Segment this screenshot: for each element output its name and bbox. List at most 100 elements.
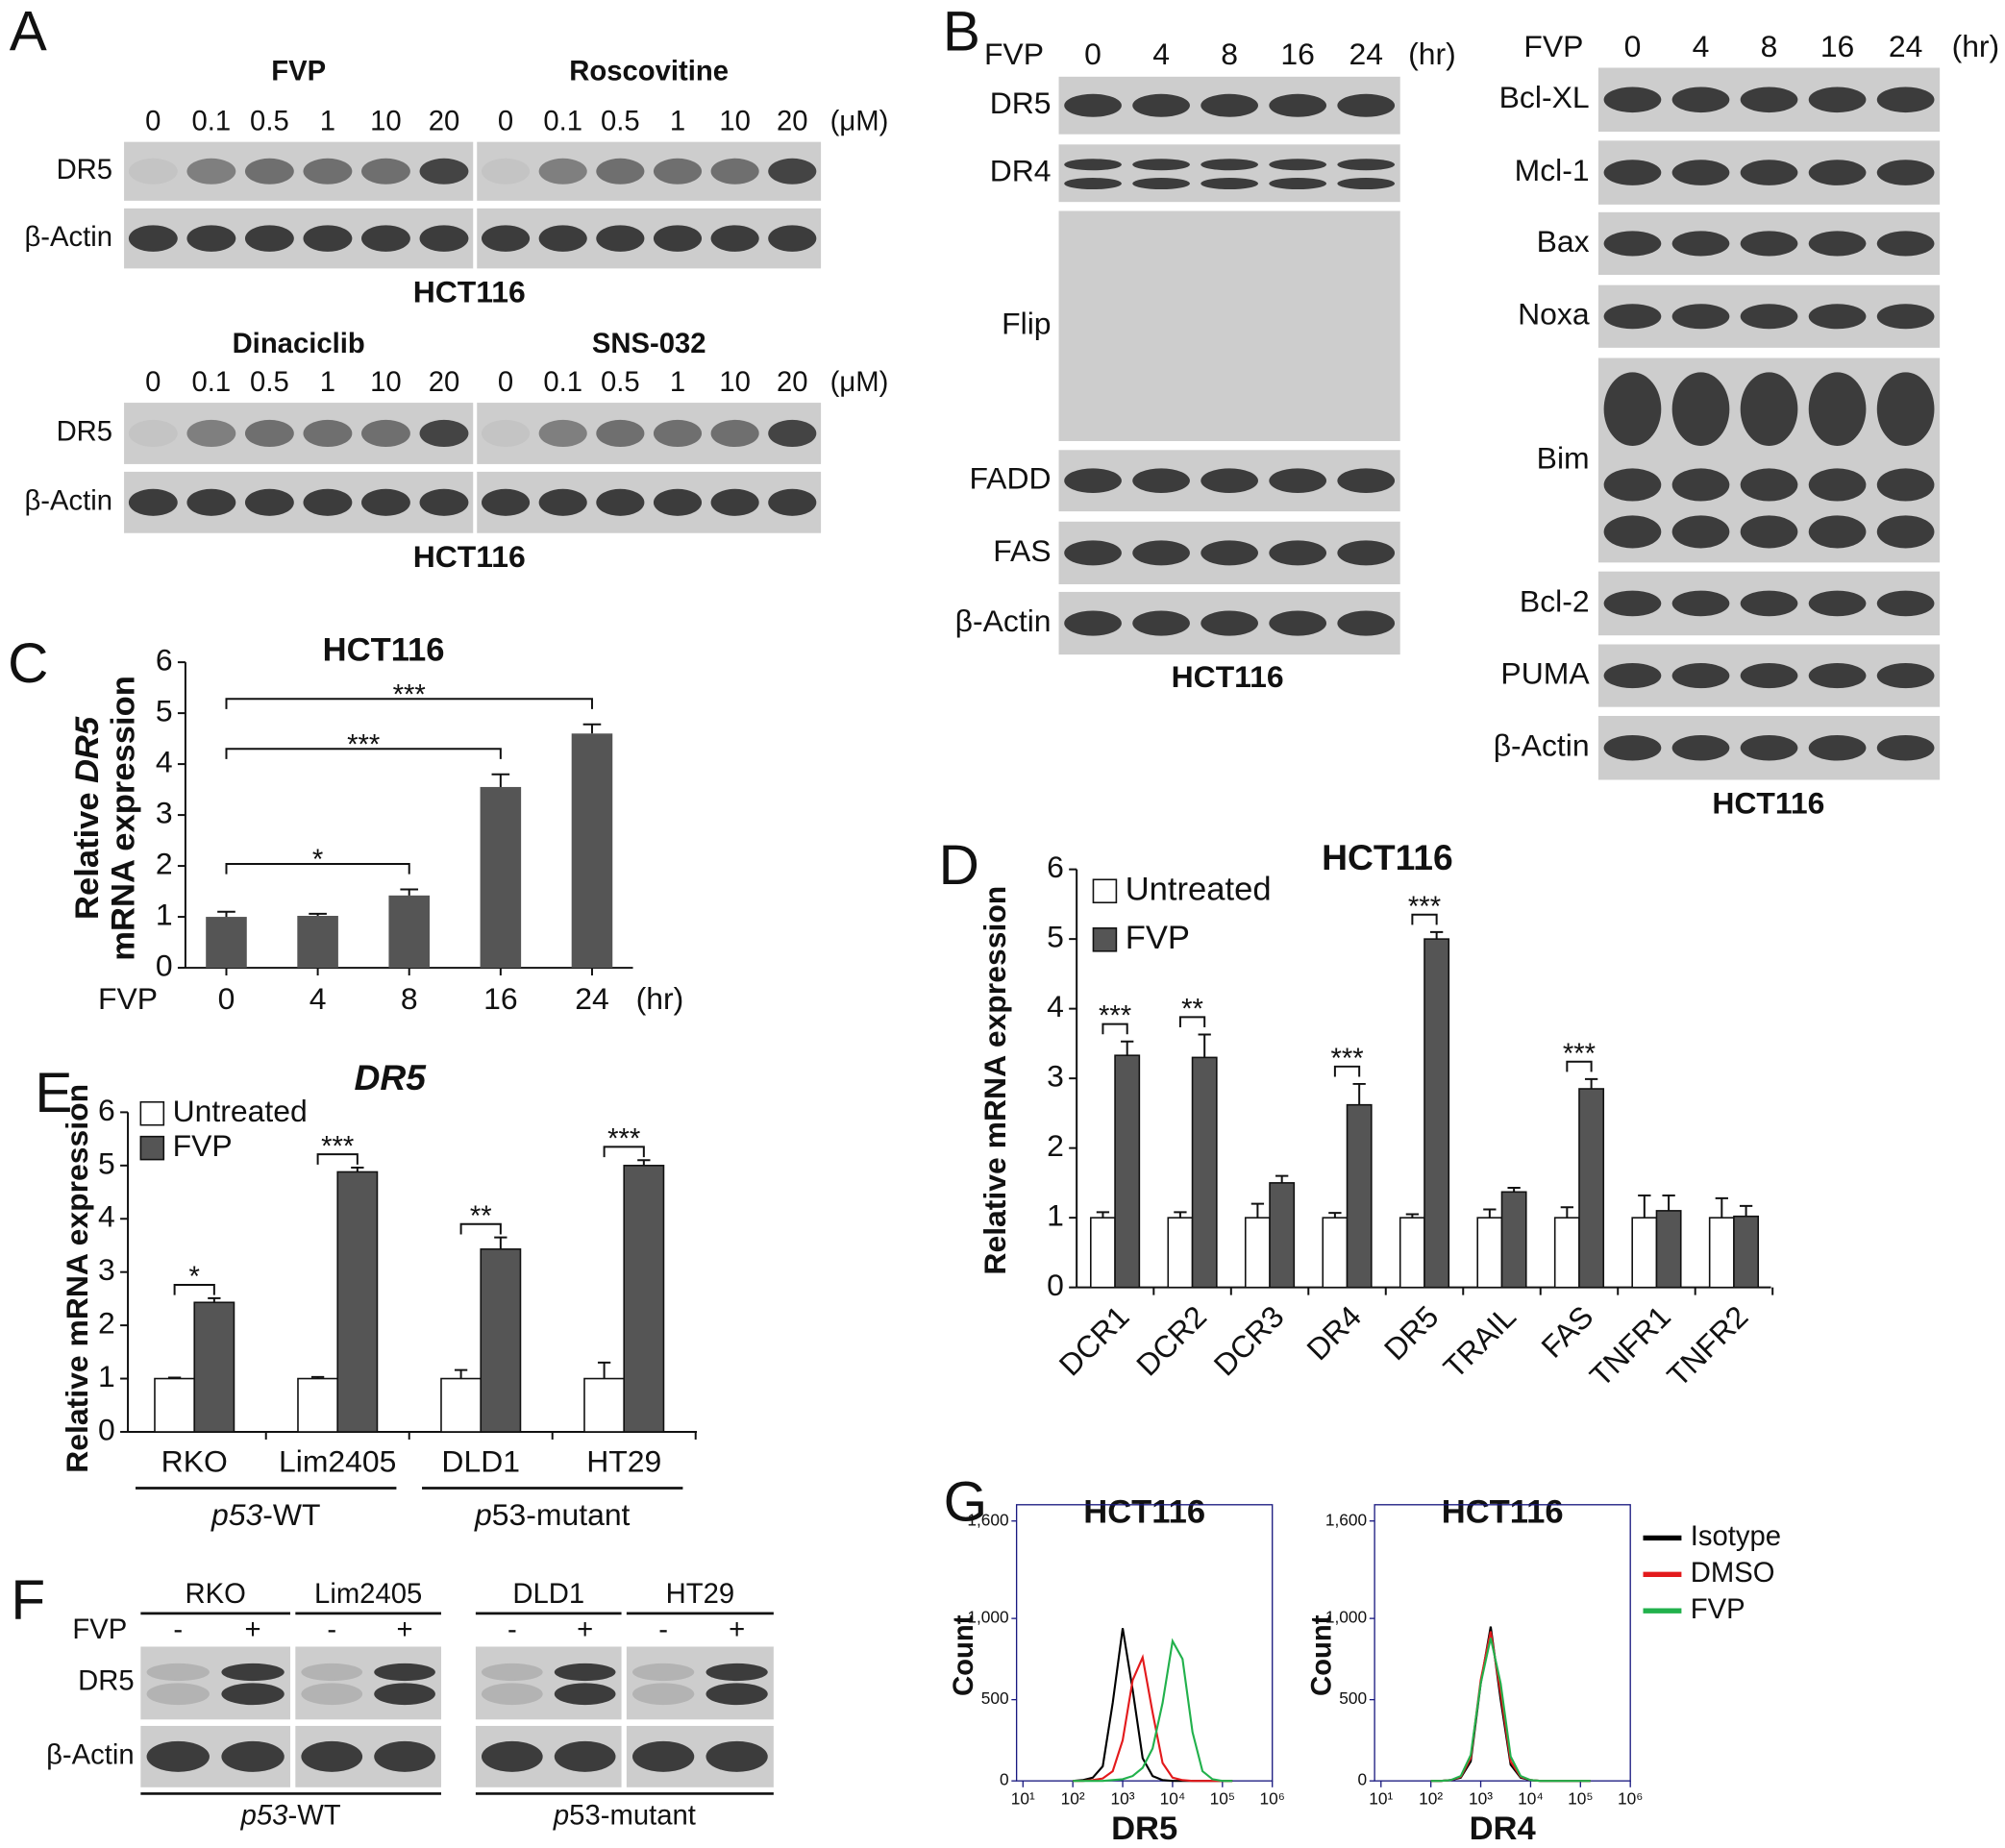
bar <box>1500 1191 1527 1289</box>
x-tick-label: 10³ <box>1111 1789 1135 1809</box>
treatment-label: FVP <box>984 37 1044 71</box>
bar <box>1733 1215 1760 1289</box>
group-label-part: p <box>474 1498 492 1533</box>
blot-band <box>768 158 817 185</box>
bar <box>1399 1217 1425 1289</box>
blot-band <box>705 1683 768 1706</box>
blot-band <box>303 488 353 516</box>
x-tick-label: DCR3 <box>1207 1299 1291 1383</box>
concentration-label: 1 <box>320 106 335 136</box>
protein-label: Flip <box>1002 307 1051 341</box>
blot <box>477 471 822 533</box>
x-tick-label: FAS <box>1534 1299 1599 1365</box>
error-bar <box>1638 1194 1651 1219</box>
blot-band <box>1740 231 1798 257</box>
concentration-label: 20 <box>429 106 460 136</box>
blot-band <box>1201 159 1258 171</box>
significance-label: *** <box>347 729 380 760</box>
x-tick-label: DCR2 <box>1129 1299 1213 1383</box>
blot-band <box>301 1663 363 1682</box>
x-tick-label: TNFR1 <box>1583 1299 1677 1393</box>
x-tick-label: 10⁴ <box>1518 1789 1544 1809</box>
significance-bracket <box>1566 1060 1593 1072</box>
blot-band <box>1269 540 1327 566</box>
x-tick-label: 10⁴ <box>1160 1789 1186 1809</box>
y-axis-label: Relative mRNA expression <box>60 1084 94 1473</box>
blot-band <box>1671 160 1730 185</box>
blot-band <box>705 1740 768 1772</box>
blot-band <box>419 158 469 185</box>
y-tick-label: 0 <box>156 949 173 983</box>
x-tick-label: 10⁵ <box>1568 1789 1593 1809</box>
error-bar <box>1507 1186 1521 1193</box>
concentration-label: 1 <box>670 367 685 398</box>
blot-band <box>481 1663 543 1682</box>
significance-bracket <box>316 1153 359 1165</box>
y-axis-label: Relative mRNA expression <box>978 886 1012 1275</box>
blot-band <box>1808 734 1867 761</box>
blot-band <box>481 1740 543 1772</box>
x-tick-label: RKO <box>161 1444 228 1479</box>
histogram-line <box>1073 1638 1233 1783</box>
concentration-label: 0 <box>145 106 161 136</box>
blot-band <box>303 158 353 185</box>
blot-band <box>361 225 410 252</box>
y-tick-label: 0 <box>1047 1268 1064 1302</box>
blot-band <box>710 419 759 448</box>
blot-band <box>303 225 353 252</box>
protein-label: DR4 <box>990 154 1052 188</box>
error-bar <box>400 888 419 896</box>
x-tick-label: 24 <box>575 981 609 1016</box>
blot-band <box>653 225 703 252</box>
blot-band <box>244 158 294 185</box>
significance-bracket <box>603 1146 645 1158</box>
blot-band <box>1064 468 1122 493</box>
blot-band <box>1808 590 1867 617</box>
blot-band <box>1337 93 1396 117</box>
protein-label: Bax <box>1537 224 1590 259</box>
y-tick-label: 1 <box>98 1359 115 1393</box>
error-bar <box>1739 1204 1753 1217</box>
blot-band <box>244 419 294 448</box>
error-bar <box>1275 1174 1289 1183</box>
y-tick-label: 6 <box>156 643 173 678</box>
blot-band <box>1740 468 1798 502</box>
blot <box>124 471 474 533</box>
time-label: 8 <box>1221 37 1238 71</box>
time-label: 0 <box>1084 37 1102 71</box>
bar <box>206 917 247 969</box>
blot-band <box>1269 610 1327 636</box>
chart-title: DR5 <box>355 1057 428 1097</box>
blot-band <box>146 1683 210 1706</box>
error-bar <box>454 1368 468 1379</box>
protein-label: PUMA <box>1500 656 1590 691</box>
error-bar <box>1584 1077 1598 1090</box>
y-tick-label: 6 <box>1047 850 1064 884</box>
blot <box>1058 210 1400 441</box>
concentration-label: 0.1 <box>192 367 232 398</box>
x-tick-label: 10¹ <box>1369 1789 1393 1809</box>
bar <box>1191 1056 1218 1289</box>
significance-bracket <box>1411 913 1438 925</box>
group-label: p53-WT <box>240 1800 341 1831</box>
error-bar <box>1483 1208 1497 1219</box>
blot-band <box>1132 159 1190 171</box>
blot-band <box>538 225 587 252</box>
legend-label: Untreated <box>1126 871 1272 907</box>
bar <box>1244 1217 1271 1289</box>
error-bar <box>1560 1206 1573 1219</box>
group-label-part: p53 <box>210 1498 262 1533</box>
y-tick-label: 4 <box>1047 989 1064 1023</box>
error-bar <box>491 773 510 787</box>
y-tick-label: 1,600 <box>1325 1510 1367 1529</box>
error-bar <box>309 912 327 917</box>
blot-band <box>1064 610 1122 636</box>
legend-swatch <box>139 1100 165 1126</box>
x-tick-label: 10⁵ <box>1210 1789 1235 1809</box>
blot-band <box>1337 540 1396 566</box>
blot-band <box>1808 304 1867 330</box>
unit-label: (μM) <box>830 367 889 398</box>
y-tick-label: 0 <box>1358 1770 1368 1789</box>
concentration-label: 10 <box>719 367 751 398</box>
blot-band <box>710 225 759 252</box>
